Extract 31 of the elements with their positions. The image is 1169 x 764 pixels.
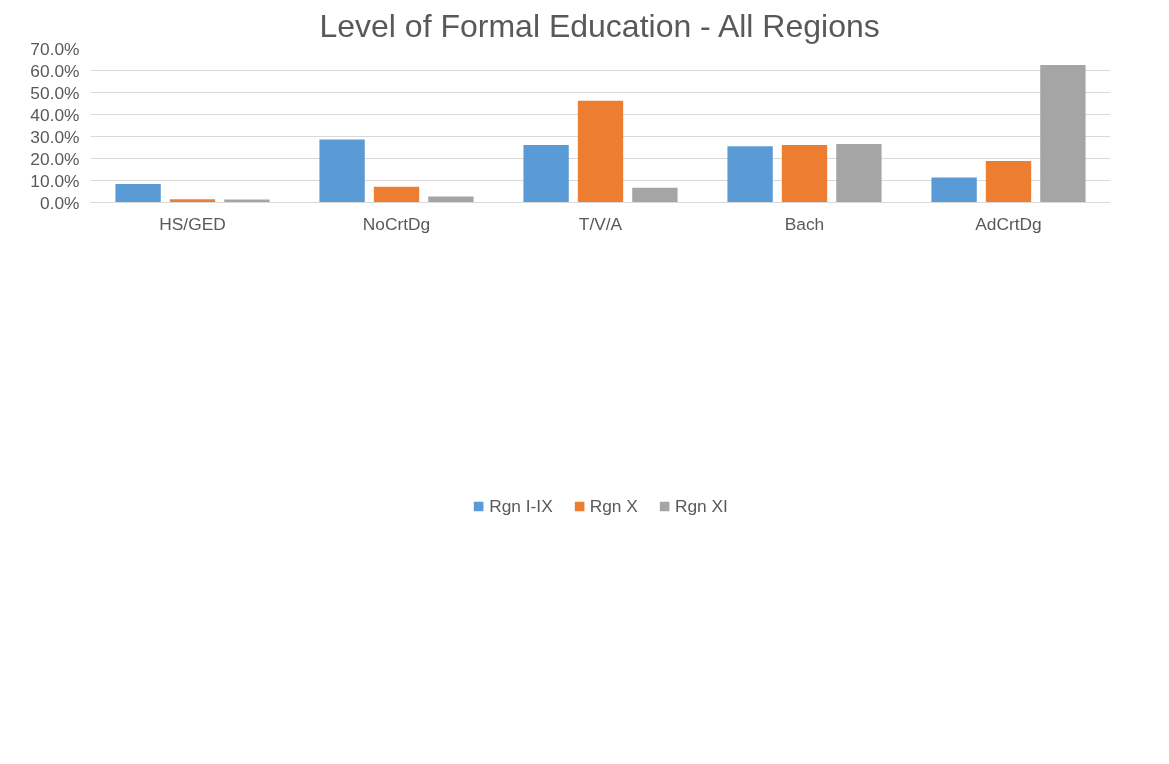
y-tick-label: 70.0% — [30, 38, 80, 59]
y-tick-label: 10.0% — [30, 170, 80, 191]
bar — [224, 199, 270, 203]
bar — [169, 199, 216, 203]
bar — [781, 145, 828, 203]
bar — [319, 139, 365, 203]
bar — [577, 100, 624, 203]
legend-label: Rgn XI — [674, 495, 728, 517]
y-tick-label: 40.0% — [30, 104, 80, 125]
y-tick-label: 50.0% — [30, 82, 80, 103]
legend-label: Rgn I-IX — [489, 495, 553, 517]
bar — [836, 143, 882, 203]
bar — [632, 187, 678, 203]
x-tick-label: T/V/A — [578, 213, 623, 234]
chart-title: Level of Formal Education - All Regions — [319, 7, 880, 44]
bar — [523, 145, 569, 203]
x-tick-label: HS/GED — [159, 213, 226, 234]
x-tick-label: Bach — [784, 213, 825, 234]
bar — [931, 177, 977, 203]
bar — [115, 184, 161, 203]
bar — [985, 160, 1032, 203]
y-tick-label: 20.0% — [30, 148, 80, 169]
y-tick-label: 30.0% — [30, 126, 80, 147]
bar — [1040, 65, 1086, 203]
legend-label: Rgn X — [589, 495, 638, 517]
y-tick-label: 0.0% — [40, 192, 80, 213]
y-tick-label: 60.0% — [30, 60, 80, 81]
bar — [727, 146, 773, 203]
bar — [373, 186, 420, 203]
x-tick-label: AdCrtDg — [975, 213, 1042, 234]
x-tick-label: NoCrtDg — [362, 213, 431, 234]
